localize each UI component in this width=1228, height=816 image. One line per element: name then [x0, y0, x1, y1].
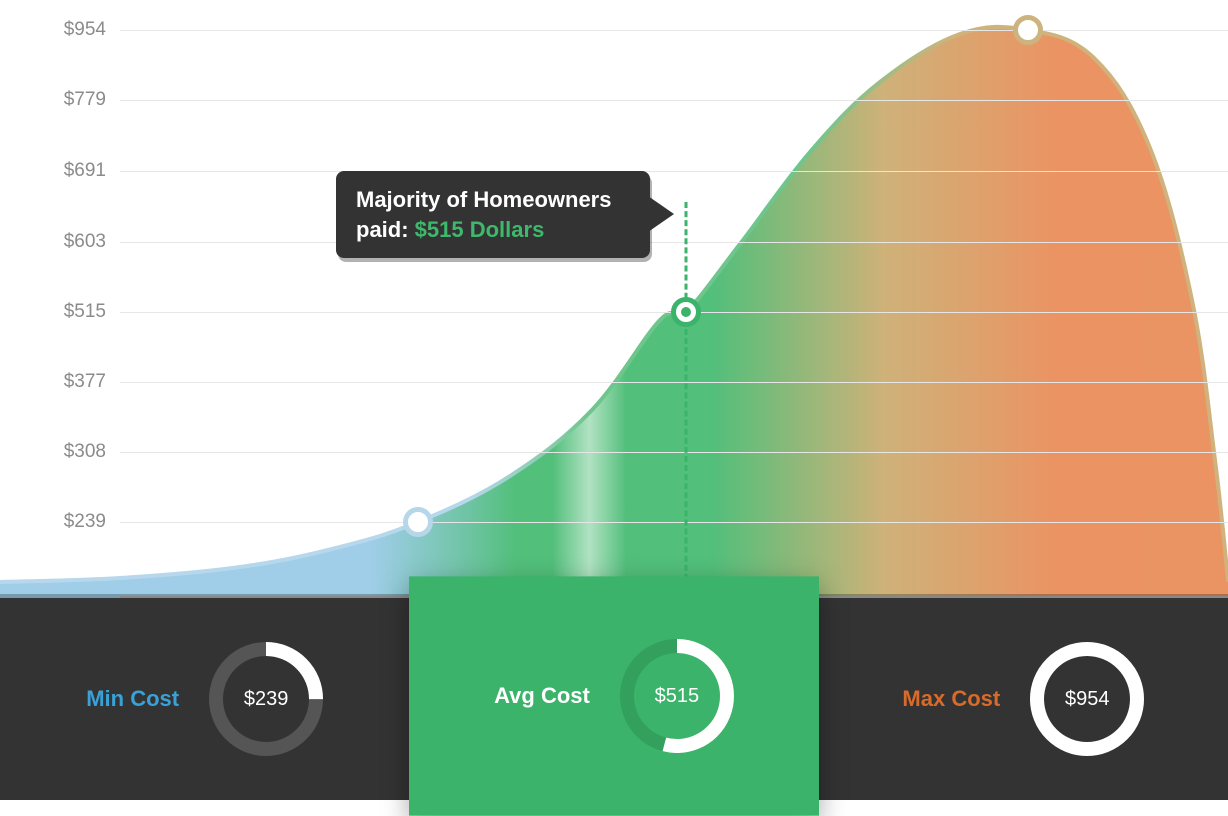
peak-marker: [1013, 15, 1043, 45]
gridline: [120, 242, 1228, 243]
gridline: [120, 382, 1228, 383]
avg-cost-value: $515: [655, 684, 700, 707]
y-axis-tick-label: $377: [64, 371, 106, 393]
y-axis-tick-label: $515: [64, 301, 106, 323]
tooltip-tail-icon: [648, 196, 674, 232]
gridline: [120, 171, 1228, 172]
max-cost-panel: Max Cost $954: [819, 598, 1228, 800]
max-cost-label: Max Cost: [902, 686, 1000, 712]
y-axis-tick-label: $691: [64, 160, 106, 182]
chart-area: $954 $779 $691 $603 $515 $377 $308 $239 Majorit…: [0, 0, 1228, 598]
tooltip-value: $515 Dollars: [415, 217, 545, 242]
min-cost-value: $239: [244, 688, 289, 711]
max-cost-donut: $954: [1030, 642, 1144, 756]
avg-cost-tooltip: Majority of Homeowners paid: $515 Dollar…: [336, 171, 650, 258]
avg-indicator-line: [685, 202, 688, 598]
cost-summary-band: Min Cost $239 Avg Cost $515 Max Cost $95…: [0, 598, 1228, 800]
min-cost-marker: [403, 507, 433, 537]
y-axis-tick-label: $954: [64, 19, 106, 41]
y-axis-tick-label: $308: [64, 441, 106, 463]
min-cost-panel: Min Cost $239: [0, 598, 409, 800]
area-chart-svg: [0, 0, 1228, 598]
avg-cost-panel: Avg Cost $515: [409, 576, 818, 815]
y-axis-tick-label: $239: [64, 511, 106, 533]
gridline: [120, 100, 1228, 101]
avg-cost-donut: $515: [620, 639, 734, 753]
gridline: [120, 522, 1228, 523]
tooltip-prefix: paid:: [356, 217, 415, 242]
y-axis-tick-label: $779: [64, 89, 106, 111]
max-cost-value: $954: [1065, 688, 1110, 711]
min-cost-donut: $239: [209, 642, 323, 756]
min-cost-label: Min Cost: [86, 686, 179, 712]
gridline: [120, 30, 1228, 31]
gridline: [120, 452, 1228, 453]
tooltip-line2: paid: $515 Dollars: [356, 215, 626, 245]
tooltip-line1: Majority of Homeowners: [356, 185, 626, 215]
y-axis-tick-label: $603: [64, 231, 106, 253]
avg-cost-marker: [671, 297, 701, 327]
avg-cost-label: Avg Cost: [494, 683, 590, 709]
